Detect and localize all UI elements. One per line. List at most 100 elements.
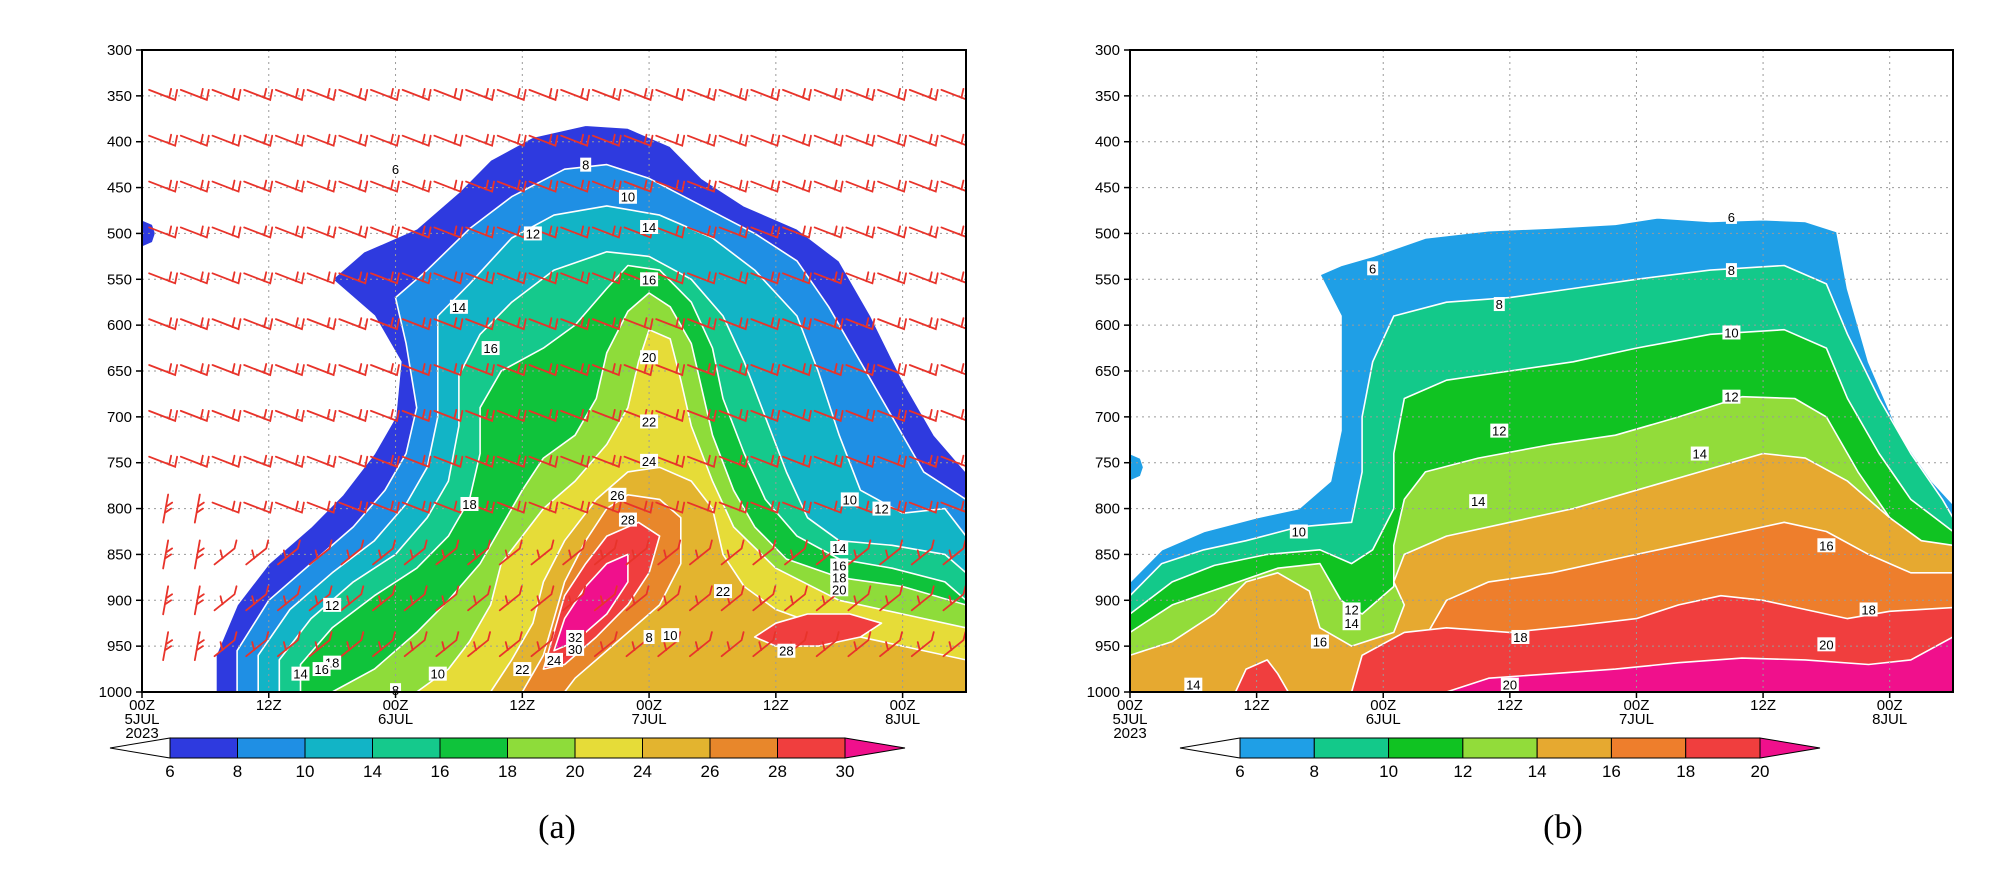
- y-tick-label: 700: [1095, 409, 1120, 426]
- wind-barb: [338, 363, 369, 377]
- contour-label: 18: [1861, 602, 1875, 617]
- wind-barb: [782, 225, 812, 239]
- wind-barb: [162, 585, 174, 616]
- colorbar-tick-label: 6: [165, 762, 174, 781]
- wind-barb: [338, 500, 369, 514]
- contour-label: 20: [1819, 637, 1833, 652]
- wind-barb: [148, 454, 179, 468]
- wind-barb: [750, 363, 781, 377]
- wind-barb: [403, 585, 428, 612]
- wind-barb: [655, 179, 686, 193]
- wind-barb: [148, 225, 179, 239]
- contour-label: 12: [325, 598, 339, 613]
- wind-barb: [401, 363, 432, 377]
- wind-barb: [813, 133, 844, 147]
- wind-barb: [847, 585, 872, 612]
- wind-barb: [306, 500, 337, 514]
- wind-barb: [465, 225, 495, 239]
- wind-barb: [782, 87, 812, 102]
- wind-barb: [562, 585, 587, 612]
- contour-label: 14: [832, 541, 846, 556]
- wind-barb: [465, 317, 495, 331]
- colorbar: 6 8 10 12 14 16 18 20: [1179, 737, 1821, 781]
- wind-barb: [782, 179, 812, 193]
- wind-barb: [877, 454, 907, 468]
- wind-barb: [211, 363, 242, 377]
- wind-barb: [845, 133, 876, 147]
- wind-barb: [498, 539, 523, 566]
- contour-label: 24: [642, 454, 656, 469]
- wind-barb: [306, 133, 337, 147]
- wind-barb: [372, 631, 396, 658]
- wind-barb: [245, 539, 270, 566]
- wind-barb: [243, 500, 274, 514]
- wind-barb: [372, 539, 396, 566]
- wind-barb: [593, 631, 618, 658]
- wind-barb: [401, 408, 432, 423]
- wind-barb: [245, 585, 270, 612]
- contour-label: 20: [642, 350, 656, 365]
- wind-barb: [340, 539, 365, 566]
- wind-barb: [845, 363, 876, 377]
- wind-barb: [530, 539, 555, 566]
- colorbar-bin: [1536, 737, 1612, 759]
- wind-barb: [243, 179, 274, 193]
- contour-label-box: [640, 414, 659, 429]
- contour-label: 30: [568, 642, 582, 657]
- wind-barb: [528, 87, 559, 102]
- wind-barb: [338, 179, 369, 193]
- wind-barb: [591, 454, 622, 468]
- contour-label-box: [1500, 677, 1519, 692]
- wind-barb: [591, 317, 622, 331]
- contour-label-box: [840, 492, 859, 507]
- contour-label: 6: [392, 162, 399, 177]
- colorbar-tick-label: 6: [1235, 762, 1244, 781]
- wind-barb: [148, 179, 179, 193]
- contour-label: 8: [582, 158, 589, 173]
- wind-barb: [877, 317, 907, 331]
- wind-barb: [591, 271, 622, 285]
- contour-label-box: [1859, 602, 1878, 617]
- wind-barb: [655, 408, 686, 423]
- wind-barb: [847, 539, 872, 566]
- wind-barb: [338, 225, 369, 239]
- contour-label-box: [830, 558, 849, 573]
- contour-label-box: [449, 299, 468, 314]
- wind-barb: [338, 317, 369, 331]
- contour-label-box: [545, 652, 563, 667]
- wind-barb: [591, 500, 622, 514]
- wind-barb: [940, 179, 966, 192]
- contour-label: 16: [483, 341, 497, 356]
- wind-barb: [940, 87, 966, 101]
- contour-label-box: [1725, 209, 1737, 224]
- y-tick-label: 850: [1095, 546, 1120, 563]
- wind-barb: [750, 408, 781, 423]
- y-tick-label: 600: [1095, 317, 1120, 334]
- contour-label-box: [390, 162, 402, 177]
- contour-label-box: [618, 189, 637, 204]
- x-tick-label: 5JUL: [1112, 711, 1147, 728]
- colorbar-bin: [1685, 737, 1761, 759]
- wind-barb: [498, 631, 523, 658]
- wind-barb: [910, 539, 935, 566]
- wind-barb: [718, 271, 749, 285]
- contour-label: 16: [642, 272, 656, 287]
- contour-label: 14: [1471, 494, 1485, 509]
- contour-label-box: [1493, 297, 1505, 312]
- wind-barb: [148, 87, 179, 102]
- wind-barb: [750, 317, 781, 331]
- wind-barb: [338, 87, 369, 102]
- colorbar-tick-label: 12: [1453, 762, 1472, 781]
- contour-label: 6: [1728, 210, 1735, 225]
- y-tick-label: 650: [107, 363, 132, 380]
- contour-label-box: [643, 629, 655, 644]
- wind-barb: [465, 133, 495, 147]
- wind-barb: [211, 133, 242, 147]
- contour-label: 14: [1693, 447, 1707, 462]
- wind-barb: [877, 225, 907, 239]
- wind-barb: [908, 87, 939, 102]
- wind-barb: [274, 179, 305, 193]
